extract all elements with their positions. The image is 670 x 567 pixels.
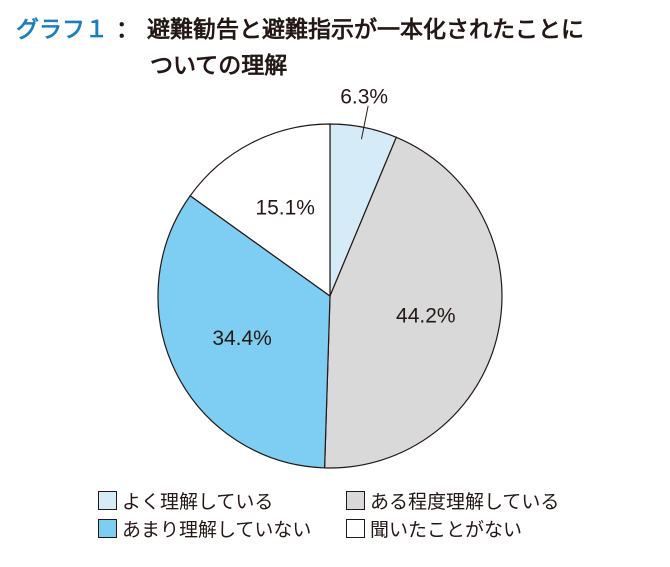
- legend-label-aru: ある程度理解している: [370, 491, 560, 513]
- legend-label-yoku: よく理解している: [122, 491, 274, 513]
- data-label-kiita: 15.1%: [255, 196, 315, 219]
- data-label-yoku: 6.3%: [340, 85, 388, 108]
- pie-slice-kiita: [189, 123, 331, 298]
- chart-title-separator: ：: [116, 17, 139, 43]
- legend-swatch-aru: [346, 491, 365, 510]
- legend-item-yoku: よく理解している: [98, 487, 273, 514]
- legend-swatch-kiita: [346, 519, 365, 538]
- data-label-amari: 34.4%: [212, 327, 272, 350]
- legend-item-kiita: 聞いたことがない: [346, 515, 522, 542]
- legend-label-kiita: 聞いたことがない: [370, 519, 523, 541]
- chart-title-line2: ついての理解: [150, 53, 288, 79]
- pie-slice-amari: [157, 194, 331, 469]
- legend-swatch-amari: [98, 519, 117, 538]
- chart-title: グラフ１ ： 避難勧告と避難指示が一本化されたことに ついての理解: [16, 12, 584, 84]
- chart-title-label: グラフ１: [16, 17, 108, 43]
- legend-label-amari: あまり理解していない: [122, 519, 312, 541]
- pie-slice-aru: [323, 136, 503, 469]
- data-label-aru: 44.2%: [396, 304, 456, 327]
- legend-item-aru: ある程度理解している: [346, 487, 559, 514]
- chart-title-line1: 避難勧告と避難指示が一本化されたことに: [147, 17, 584, 43]
- pie-chart: 6.3% 44.2% 34.4% 15.1%: [157, 85, 503, 469]
- leader-line-yoku: [360, 105, 369, 140]
- legend-swatch-yoku: [98, 491, 117, 510]
- legend-item-amari: あまり理解していない: [98, 515, 311, 542]
